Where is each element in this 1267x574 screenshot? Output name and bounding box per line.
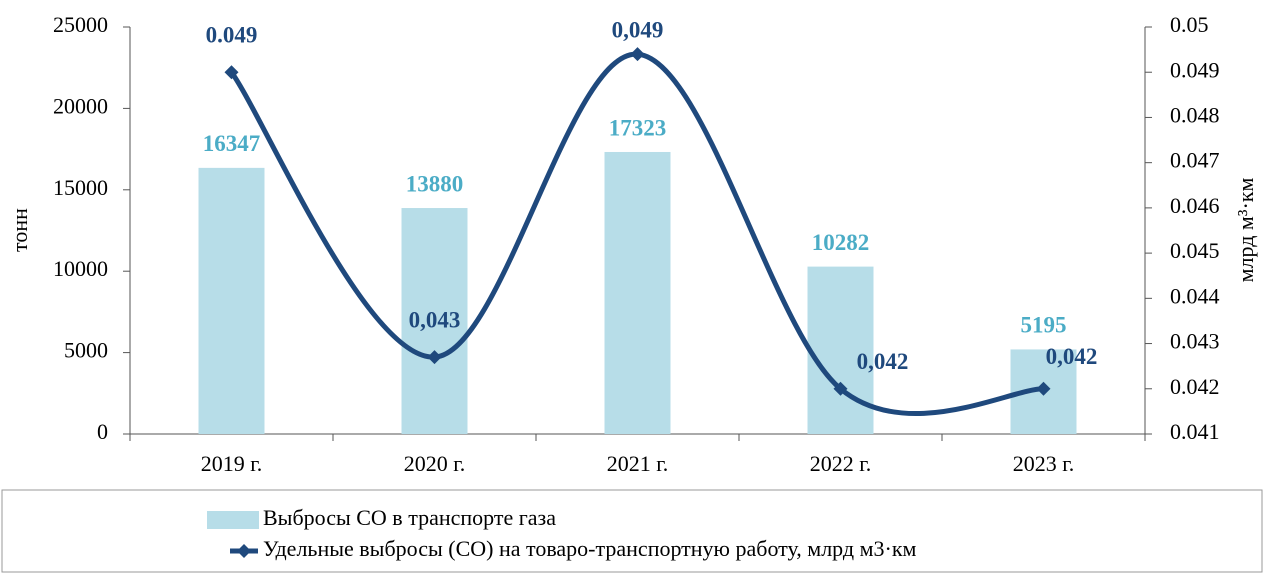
y2-tick-label: 0.049 — [1170, 57, 1220, 82]
legend-marker — [237, 544, 251, 558]
line — [229, 51, 1044, 416]
y-axis-label: тонн — [7, 208, 32, 252]
marker — [833, 381, 848, 396]
y-tick-label: 10000 — [53, 256, 108, 281]
x-tick-label: 2021 г. — [607, 451, 669, 476]
y2-tick-label: 0.05 — [1170, 12, 1209, 37]
y-tick-label: 20000 — [53, 93, 108, 118]
y2-tick-label: 0.045 — [1170, 238, 1220, 263]
y2-axis-label: млрд м³·км — [1233, 178, 1258, 283]
line-value-label: 0,042 — [1046, 344, 1098, 369]
y2-tick-label: 0.042 — [1170, 374, 1220, 399]
y-tick-label: 25000 — [53, 12, 108, 37]
line-value-label: 0,042 — [857, 349, 909, 374]
bar — [807, 266, 874, 434]
y-tick-label: 5000 — [64, 338, 108, 363]
marker — [427, 350, 442, 365]
legend-label: Выбросы CO в транспорте газа — [263, 505, 556, 530]
y-tick-label: 0 — [97, 419, 108, 444]
marker — [630, 47, 645, 62]
legend-box — [1, 489, 1263, 573]
x-tick-label: 2023 г. — [1013, 451, 1075, 476]
line-value-label: 0,043 — [409, 307, 461, 332]
marker — [224, 65, 239, 80]
bar-value-label: 10282 — [812, 230, 870, 255]
y2-tick-label: 0.046 — [1170, 193, 1220, 218]
y2-tick-label: 0.047 — [1170, 148, 1220, 173]
y2-tick-label: 0.041 — [1170, 419, 1220, 444]
bar-value-label: 5195 — [1021, 313, 1067, 338]
y2-tick-label: 0.048 — [1170, 102, 1220, 127]
bar — [401, 208, 468, 434]
bar-value-label: 13880 — [406, 171, 464, 196]
legend-swatch — [207, 511, 259, 529]
y2-tick-label: 0.044 — [1170, 283, 1220, 308]
bar — [198, 167, 265, 434]
bar-value-label: 17323 — [609, 115, 667, 140]
y-tick-label: 15000 — [53, 175, 108, 200]
marker — [1036, 381, 1051, 396]
line-value-label: 0,049 — [612, 17, 664, 42]
x-tick-label: 2020 г. — [404, 451, 466, 476]
legend-label: Удельные выбросы (CO) на товаро-транспор… — [263, 536, 917, 561]
y2-tick-label: 0.043 — [1170, 329, 1220, 354]
line-value-label: 0.049 — [206, 23, 258, 48]
bar-value-label: 16347 — [203, 131, 261, 156]
x-tick-label: 2022 г. — [810, 451, 872, 476]
x-tick-label: 2019 г. — [201, 451, 263, 476]
bar — [604, 151, 671, 434]
